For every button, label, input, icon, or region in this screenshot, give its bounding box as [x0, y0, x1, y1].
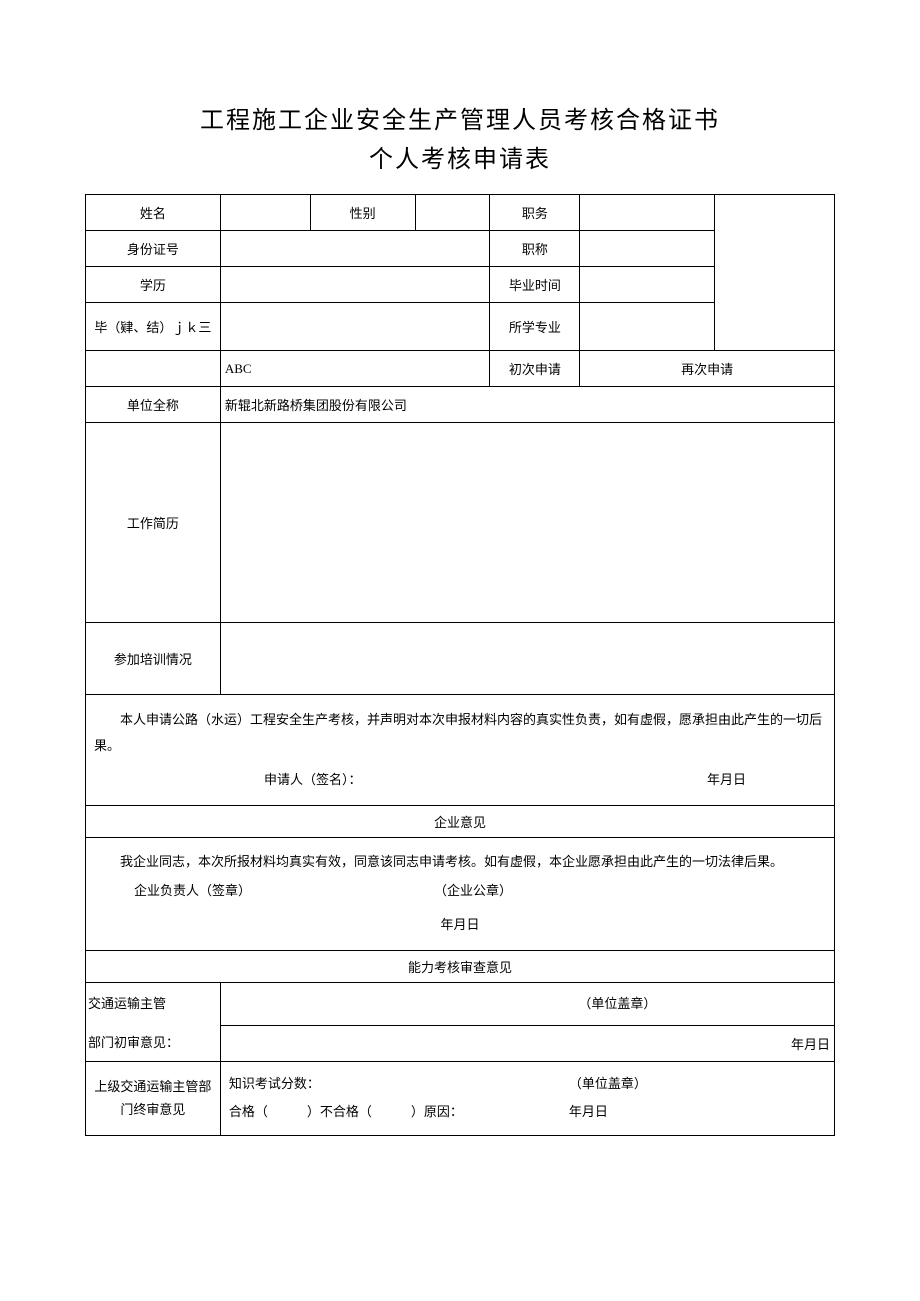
- value-idnumber: [220, 231, 490, 267]
- knowledge-result: 合格（ ）不合格（ ）原因：: [229, 1098, 569, 1127]
- value-position: [580, 195, 715, 231]
- label-workhistory: 工作简历: [86, 423, 221, 623]
- review-knowledge-cell: 知识考试分数： （单位盖章） 合格（ ）不合格（ ）原因： 年月日: [220, 1061, 834, 1135]
- applicant-sign-label: 申请人（签名）：: [264, 767, 362, 793]
- value-jobtitle: [580, 231, 715, 267]
- enterprise-responsible: 企业负责人（签章）: [134, 877, 434, 906]
- review-stamp-cell: （单位盖章）: [220, 982, 834, 1025]
- photo-area: [715, 195, 835, 351]
- label-gradcert: 毕（肄、结）ｊｋ三: [86, 303, 221, 351]
- label-idnumber: 身份证号: [86, 231, 221, 267]
- review-transport-1: 交通运输主管: [88, 993, 216, 1012]
- review-superior-label: 上级交通运输主管部门终审意见: [86, 1061, 221, 1135]
- label-firstapply: 初次申请: [490, 351, 580, 387]
- application-form-table: 姓名 性别 职务 身份证号 职称 学历 毕业时间 毕（肄、结）ｊｋ三 所学专业 …: [85, 194, 835, 1136]
- review-stamp: （单位盖章）: [229, 991, 826, 1017]
- doc-title: 工程施工企业安全生产管理人员考核合格证书: [85, 100, 835, 135]
- value-companyname: 新辊北新路桥集团股份有限公司: [220, 387, 834, 423]
- label-gradtime: 毕业时间: [490, 267, 580, 303]
- label-name: 姓名: [86, 195, 221, 231]
- knowledge-stamp: （单位盖章）: [569, 1070, 647, 1099]
- label-empty: [86, 351, 221, 387]
- review-date-cell: 年月日: [220, 1025, 834, 1061]
- label-companyname: 单位全称: [86, 387, 221, 423]
- label-major: 所学专业: [490, 303, 580, 351]
- enterprise-header: 企业意见: [86, 806, 835, 838]
- review-transport-label: 交通运输主管 部门初审意见：: [86, 982, 221, 1061]
- value-major: [580, 303, 715, 351]
- value-workhistory: [220, 423, 834, 623]
- declaration-text: 本人申请公路（水运）工程安全生产考核，并声明对本次申报材料内容的真实性负责，如有…: [94, 707, 826, 759]
- label-position: 职务: [490, 195, 580, 231]
- declaration-date: 年月日: [707, 767, 746, 793]
- knowledge-date: 年月日: [569, 1098, 608, 1127]
- label-education: 学历: [86, 267, 221, 303]
- value-training: [220, 623, 834, 695]
- review-transport-2: 部门初审意见：: [88, 1032, 216, 1051]
- label-gender: 性别: [310, 195, 415, 231]
- label-training: 参加培训情况: [86, 623, 221, 695]
- declaration-cell: 本人申请公路（水运）工程安全生产考核，并声明对本次申报材料内容的真实性负责，如有…: [86, 695, 835, 806]
- label-jobtitle: 职称: [490, 231, 580, 267]
- enterprise-date: 年月日: [94, 911, 826, 940]
- knowledge-score-label: 知识考试分数：: [229, 1070, 569, 1099]
- value-name: [220, 195, 310, 231]
- enterprise-text: 我企业同志，本次所报材料均真实有效，同意该同志申请考核。如有虚假，本企业愿承担由…: [94, 848, 826, 877]
- label-reapply: 再次申请: [580, 351, 835, 387]
- value-gradtime: [580, 267, 715, 303]
- value-abc: ABC: [220, 351, 490, 387]
- enterprise-stamp: （企业公章）: [434, 877, 512, 906]
- value-gender: [415, 195, 490, 231]
- value-gradcert: [220, 303, 490, 351]
- value-education: [220, 267, 490, 303]
- review-header: 能力考核审查意见: [86, 950, 835, 982]
- enterprise-cell: 我企业同志，本次所报材料均真实有效，同意该同志申请考核。如有虚假，本企业愿承担由…: [86, 838, 835, 951]
- doc-subtitle: 个人考核申请表: [85, 139, 835, 174]
